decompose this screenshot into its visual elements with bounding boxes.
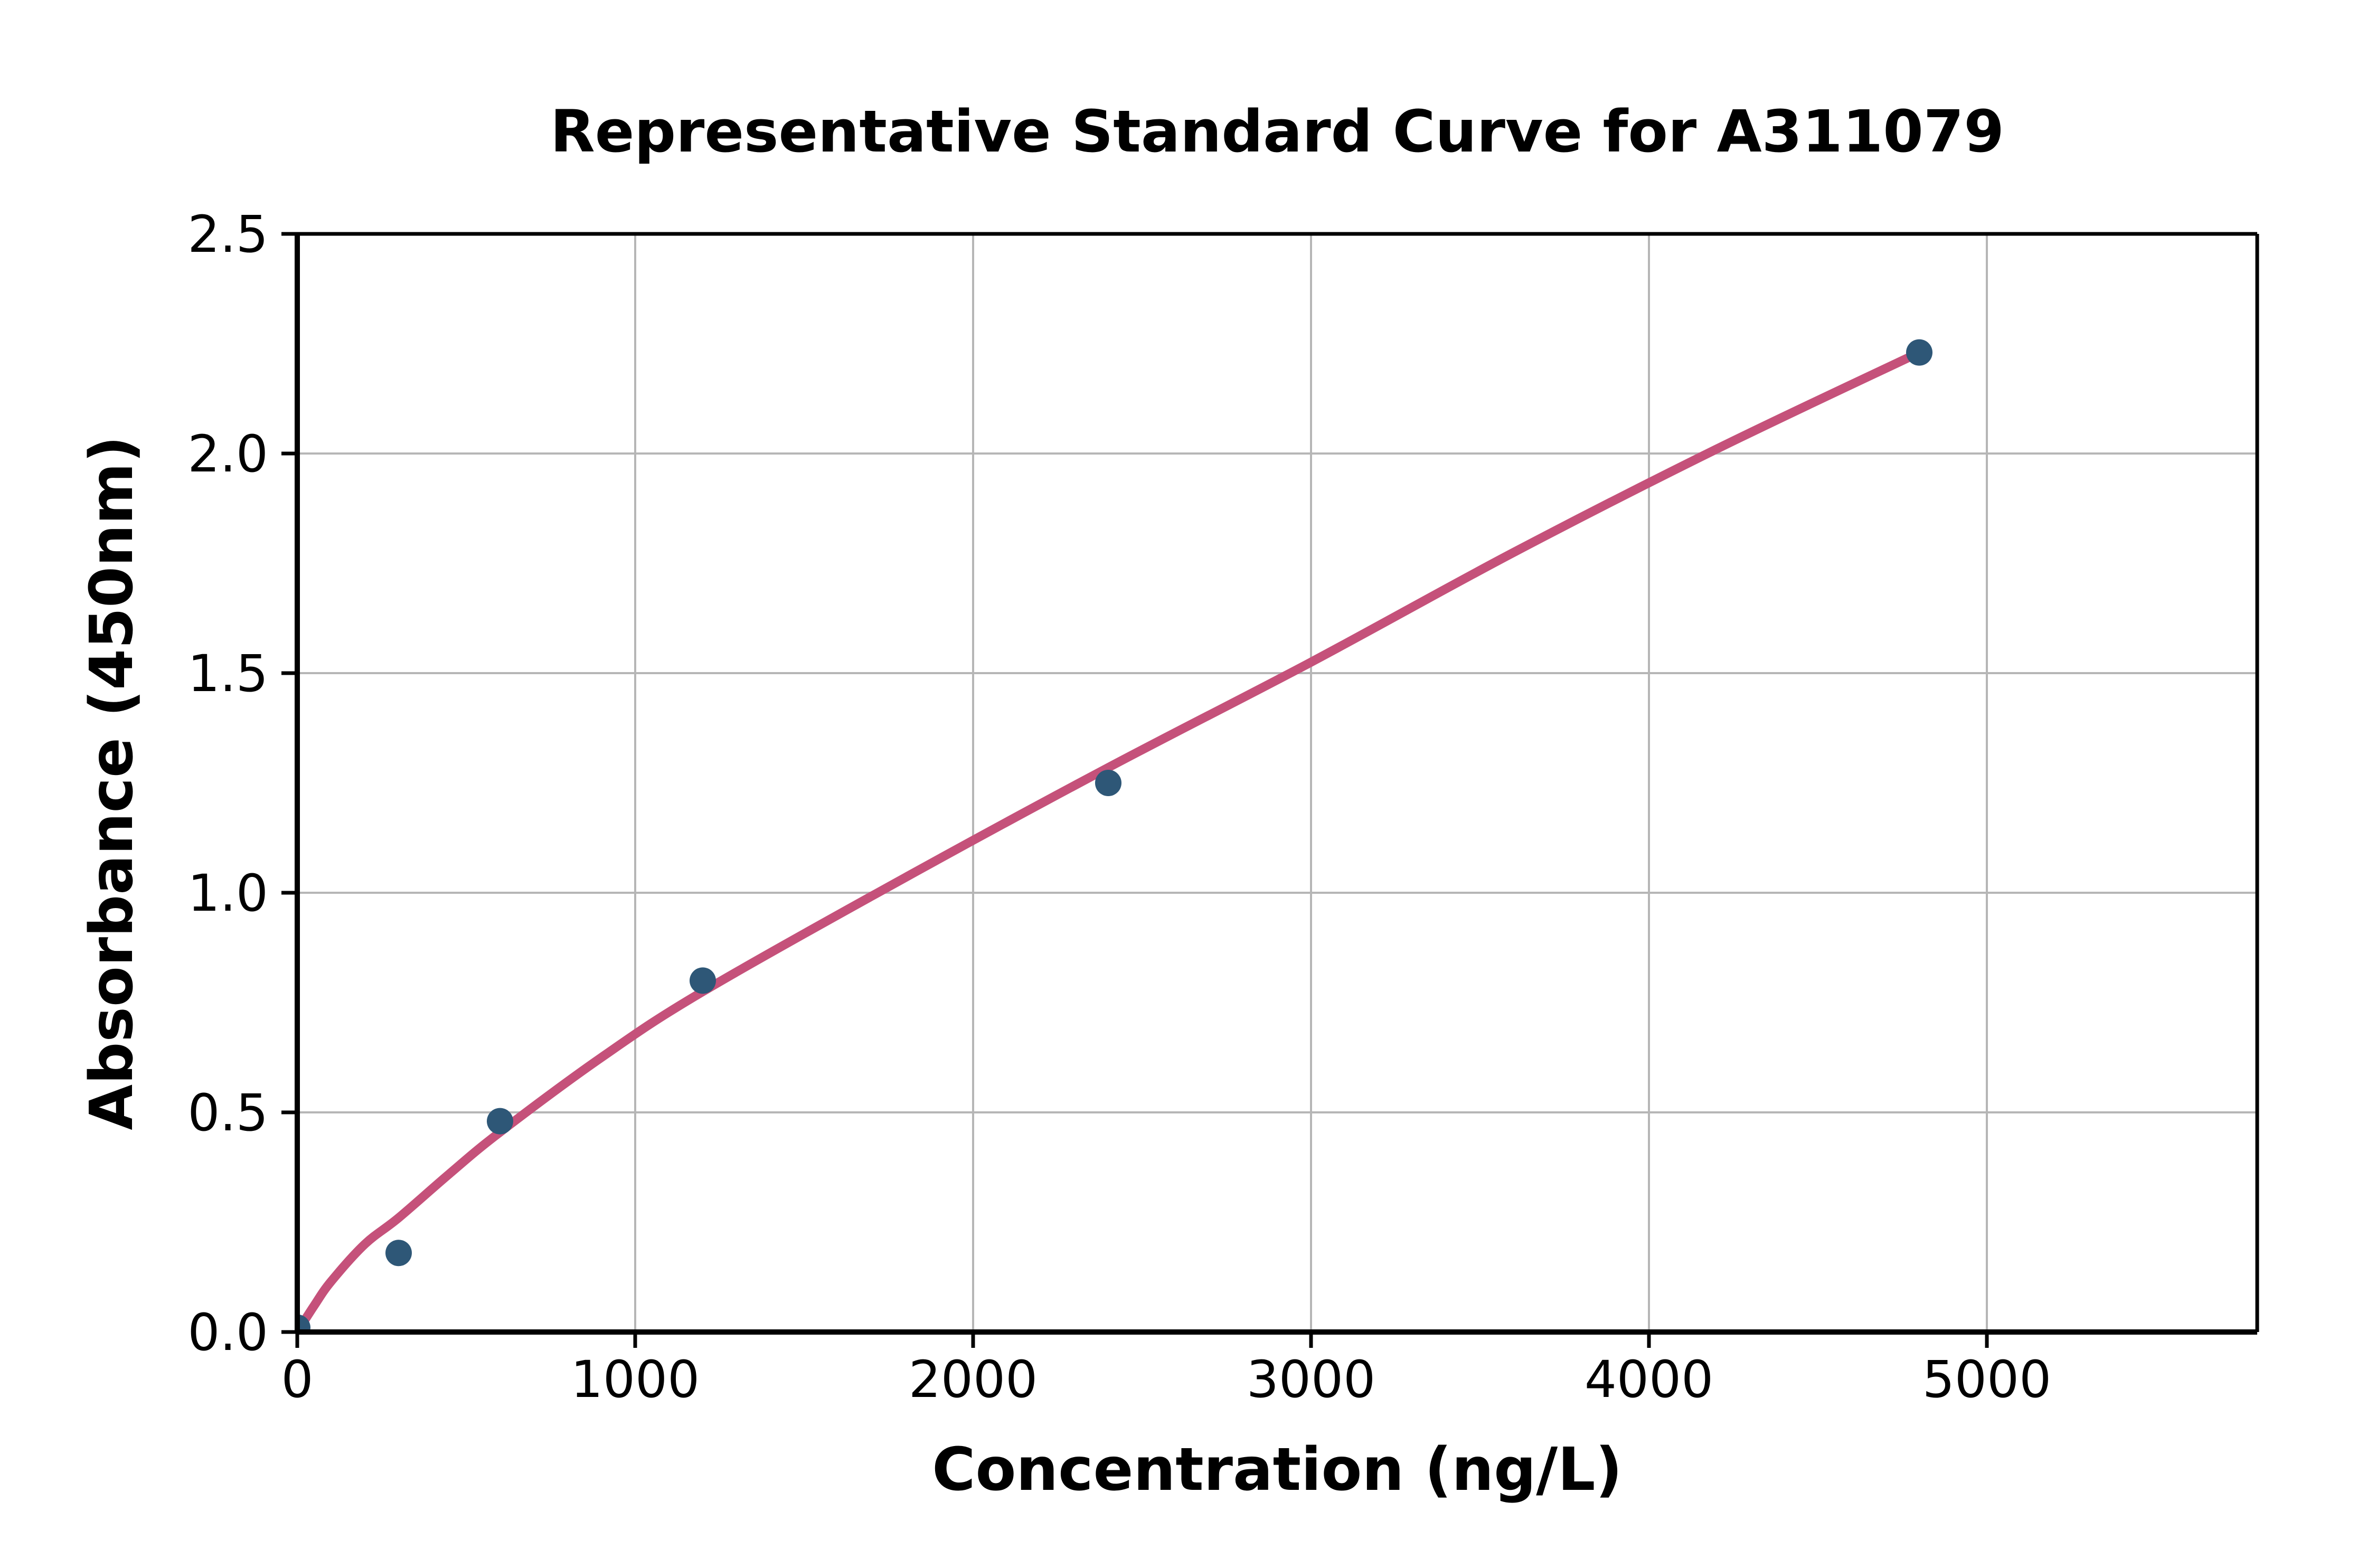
y-tick-label: 2.5 (187, 205, 268, 264)
y-tick-label: 1.0 (187, 864, 268, 923)
x-tick-label: 0 (281, 1350, 313, 1409)
x-axis-label: Concentration (ng/L) (932, 1435, 1622, 1504)
data-points (297, 339, 1932, 1332)
data-layer (297, 339, 1932, 1332)
data-point (1906, 339, 1932, 366)
x-tick-label: 2000 (909, 1350, 1038, 1409)
y-tick-label: 0.0 (187, 1303, 268, 1362)
y-tick-label: 2.0 (187, 424, 268, 484)
grid-lines (297, 234, 2257, 1332)
fit-curve-line (297, 348, 1924, 1332)
y-axis-label: Absorbance (450nm) (78, 436, 146, 1130)
y-tick-label: 1.5 (187, 644, 268, 703)
data-point (1095, 770, 1121, 796)
plot-frame (295, 232, 2259, 1335)
plot-area (297, 234, 2257, 1332)
x-tick-label: 3000 (1247, 1350, 1375, 1409)
x-tick-label: 5000 (1922, 1350, 2051, 1409)
axis-ticks (281, 232, 1989, 1348)
axis-tick-labels: 0 1000 2000 3000 4000 5000 0.0 0.5 1.0 1.5 2.0 2.5 (187, 205, 2051, 1409)
data-point (297, 1314, 310, 1332)
chart-title: Representative Standard Curve for A31107… (550, 98, 2004, 165)
x-tick-label: 4000 (1585, 1350, 1713, 1409)
data-point (487, 1108, 513, 1135)
data-point (690, 967, 716, 994)
x-tick-label: 1000 (571, 1350, 700, 1409)
y-tick-label: 0.5 (187, 1083, 268, 1142)
data-point (385, 1240, 412, 1267)
